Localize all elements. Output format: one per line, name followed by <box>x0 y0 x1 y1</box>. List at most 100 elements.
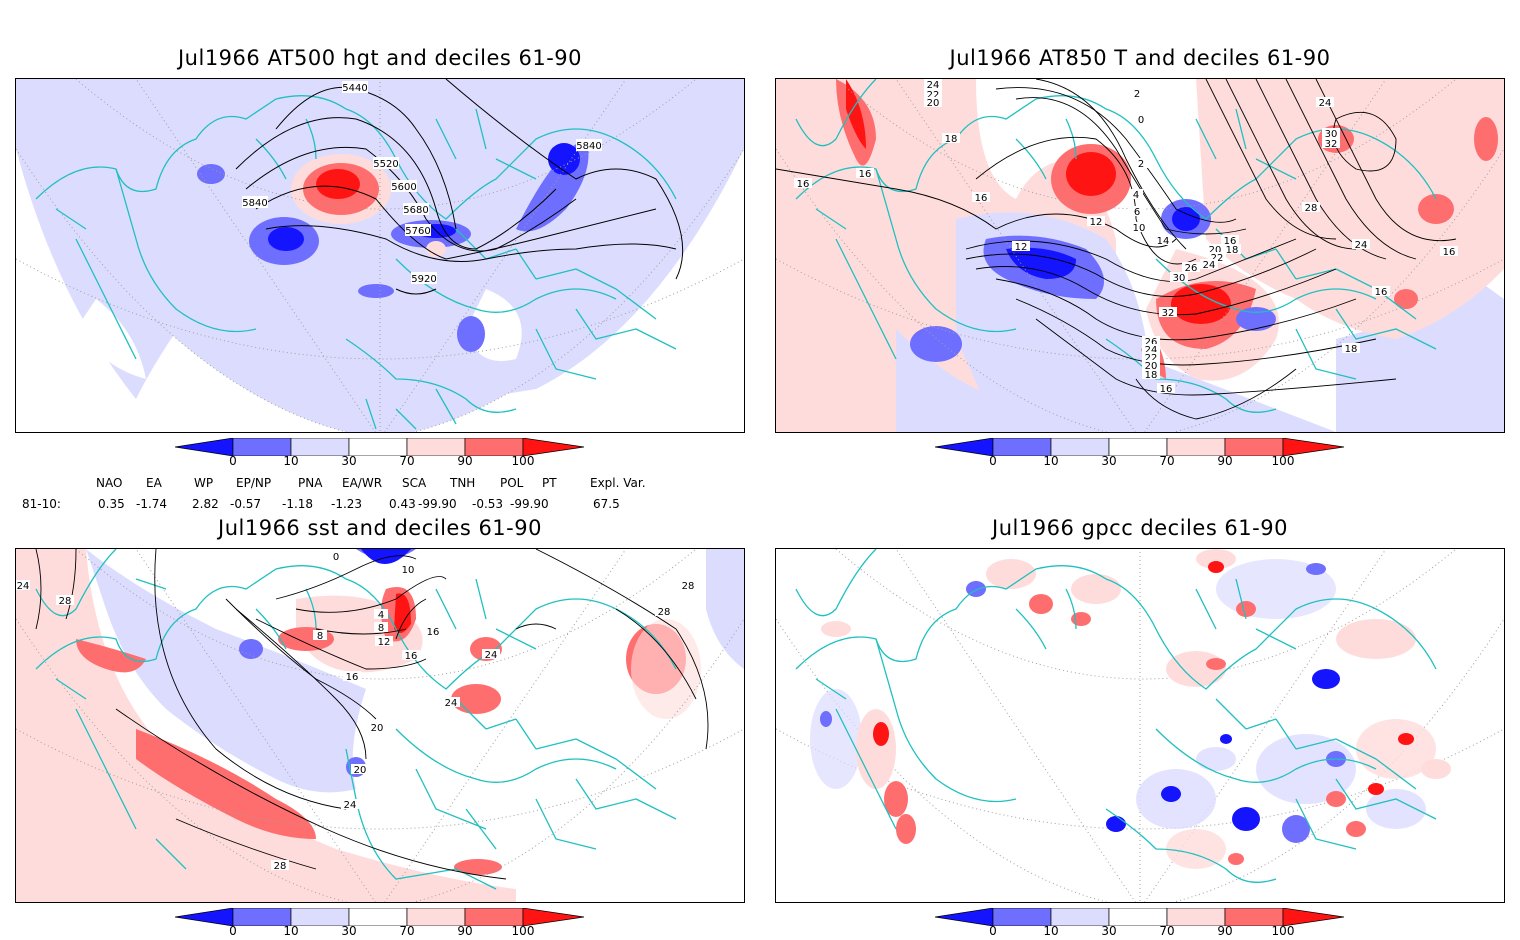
sst-contour-label: 8 <box>317 631 323 642</box>
t850-contour-label: 16 <box>859 169 872 180</box>
index-value-pt: -99.90 <box>510 497 549 511</box>
colorbar-tick: 100 <box>1271 924 1295 938</box>
colorbar-swatch-0 <box>175 438 234 456</box>
colorbar-tick: 70 <box>1159 454 1175 468</box>
t850-contour-label: 16 <box>1224 236 1237 247</box>
colorbar-tick: 90 <box>457 924 473 938</box>
colorbar-swatch-0 <box>935 908 994 926</box>
colorbar-tick: 70 <box>1159 924 1175 938</box>
colorbar-sst: 0 10 30 70 90 100 <box>175 908 585 940</box>
sst-contour-label: 28 <box>59 596 72 607</box>
index-header-pol: POL <box>500 476 524 490</box>
colorbar-gpcc: 0 10 30 70 90 100 <box>935 908 1345 940</box>
t850-contour-label: 10 <box>1133 223 1146 234</box>
sst-contour-label: 28 <box>682 581 695 592</box>
colorbar-tick: 70 <box>399 454 415 468</box>
colorbar-swatch-6 <box>1282 908 1345 926</box>
index-value-wp: 2.82 <box>192 497 219 511</box>
hgt-contour-label: 5760 <box>405 226 430 237</box>
colorbar-swatch-1 <box>992 908 1052 926</box>
hgt-contour-label: 5520 <box>373 159 398 170</box>
colorbar-tick: 0 <box>229 924 237 938</box>
sst-contour-label: 24 <box>485 650 498 661</box>
index-header-pna: PNA <box>298 476 323 490</box>
colorbar-swatch-2 <box>290 908 350 926</box>
t850-contour-label: 32 <box>1325 139 1338 150</box>
colorbar-tick: 0 <box>229 454 237 468</box>
index-value-tnh: -99.90 <box>418 497 457 511</box>
index-value-explvar: 67.5 <box>593 497 620 511</box>
sst-contour-label: 20 <box>371 723 384 734</box>
colorbar-swatches <box>935 908 1345 926</box>
panel-title-hgt: Jul1966 AT500 hgt and deciles 61-90 <box>177 46 583 70</box>
t850-contour-label: 16 <box>1375 287 1388 298</box>
t850-contour-label: 20 <box>927 98 940 109</box>
index-header-pt: PT <box>542 476 557 490</box>
colorbar-tick: 90 <box>1217 924 1233 938</box>
t850-contour-label: 0 <box>1138 115 1144 126</box>
t850-contour-label: 20 <box>1145 361 1158 372</box>
colorbar-tick: 100 <box>511 454 535 468</box>
hgt-contour-label: 5840 <box>242 198 267 209</box>
hgt-contour-label: 5680 <box>403 205 428 216</box>
t850-contour-label: 22 <box>1145 353 1158 364</box>
sst-contour-label: 24 <box>445 698 458 709</box>
map-panel-sst: 0 10 4 8 8 12 16 16 16 20 20 24 24 <box>15 548 745 903</box>
colorbar-swatch-2 <box>290 438 350 456</box>
map-panel-t850: 24 22 20 18 16 16 16 2 0 2 4 6 10 <box>775 78 1505 433</box>
t850-contour-label: 6 <box>1134 207 1140 218</box>
t850-contour-label: 4 <box>1133 190 1139 201</box>
colorbar-swatch-2 <box>1050 438 1110 456</box>
t850-contour-label: 26 <box>1185 263 1198 274</box>
index-header-wp: WP <box>194 476 214 490</box>
colorbar-swatch-6 <box>522 438 585 456</box>
index-header-eawr: EA/WR <box>342 476 383 490</box>
map-sst: 0 10 4 8 8 12 16 16 16 20 20 24 24 <box>16 549 744 902</box>
t850-contour-label: 2 <box>1134 89 1140 100</box>
colorbar-swatches <box>175 908 585 926</box>
t850-contour-label: 30 <box>1173 273 1186 284</box>
index-header-sca: SCA <box>402 476 427 490</box>
colorbar-swatch-6 <box>522 908 585 926</box>
sst-contour-label: 16 <box>405 651 418 662</box>
colorbar-swatch-3 <box>348 908 408 926</box>
colorbar-swatch-4 <box>1166 908 1226 926</box>
colorbar-swatch-3 <box>1108 908 1168 926</box>
t850-contour-label: 24 <box>1203 260 1216 271</box>
t850-contour-label: 16 <box>975 193 988 204</box>
colorbar-tick: 100 <box>511 924 535 938</box>
t850-contour-label: 30 <box>1325 129 1338 140</box>
colorbar-swatch-6 <box>1282 438 1345 456</box>
panel-title-sst: Jul1966 sst and deciles 61-90 <box>218 516 542 540</box>
sst-contour-label: 24 <box>344 800 357 811</box>
t850-contour-label: 22 <box>1211 253 1224 264</box>
colorbar-swatch-4 <box>1166 438 1226 456</box>
hgt-contour-label: 5840 <box>576 141 601 152</box>
sst-contour-label: 28 <box>274 861 287 872</box>
panel-title-t850: Jul1966 AT850 T and deciles 61-90 <box>949 46 1331 70</box>
sst-contour-label: 4 <box>378 610 384 621</box>
t850-contour-label: 26 <box>1145 337 1158 348</box>
t850-contour-label: 18 <box>1145 370 1158 381</box>
index-header-tnh: TNH <box>450 476 476 490</box>
t850-contour-label: 32 <box>1162 308 1175 319</box>
colorbar-tick: 30 <box>341 454 357 468</box>
t850-contour-label: 12 <box>1090 217 1103 228</box>
index-value-sca: 0.43 <box>389 497 416 511</box>
colorbar-tick: 10 <box>1043 454 1059 468</box>
hgt-contour-label: 5920 <box>411 274 436 285</box>
colorbar-swatch-0 <box>175 908 234 926</box>
colorbar-swatch-4 <box>406 438 466 456</box>
t850-contour-label: 18 <box>1226 245 1239 256</box>
index-header-explvar: Expl. Var. <box>590 476 646 490</box>
sst-contour-label: 20 <box>354 765 367 776</box>
colorbar-tick: 10 <box>283 454 299 468</box>
t850-contour-label: 18 <box>1345 344 1358 355</box>
sst-contour-label: 16 <box>427 627 440 638</box>
colorbar-swatch-3 <box>348 438 408 456</box>
colorbar-t850: 0 10 30 70 90 100 <box>935 438 1345 470</box>
t850-contour-label: 24 <box>1145 345 1158 356</box>
index-value-nao: 0.35 <box>98 497 125 511</box>
panel-title-gpcc: Jul1966 gpcc deciles 61-90 <box>992 516 1288 540</box>
sst-contour-label: 8 <box>378 623 384 634</box>
